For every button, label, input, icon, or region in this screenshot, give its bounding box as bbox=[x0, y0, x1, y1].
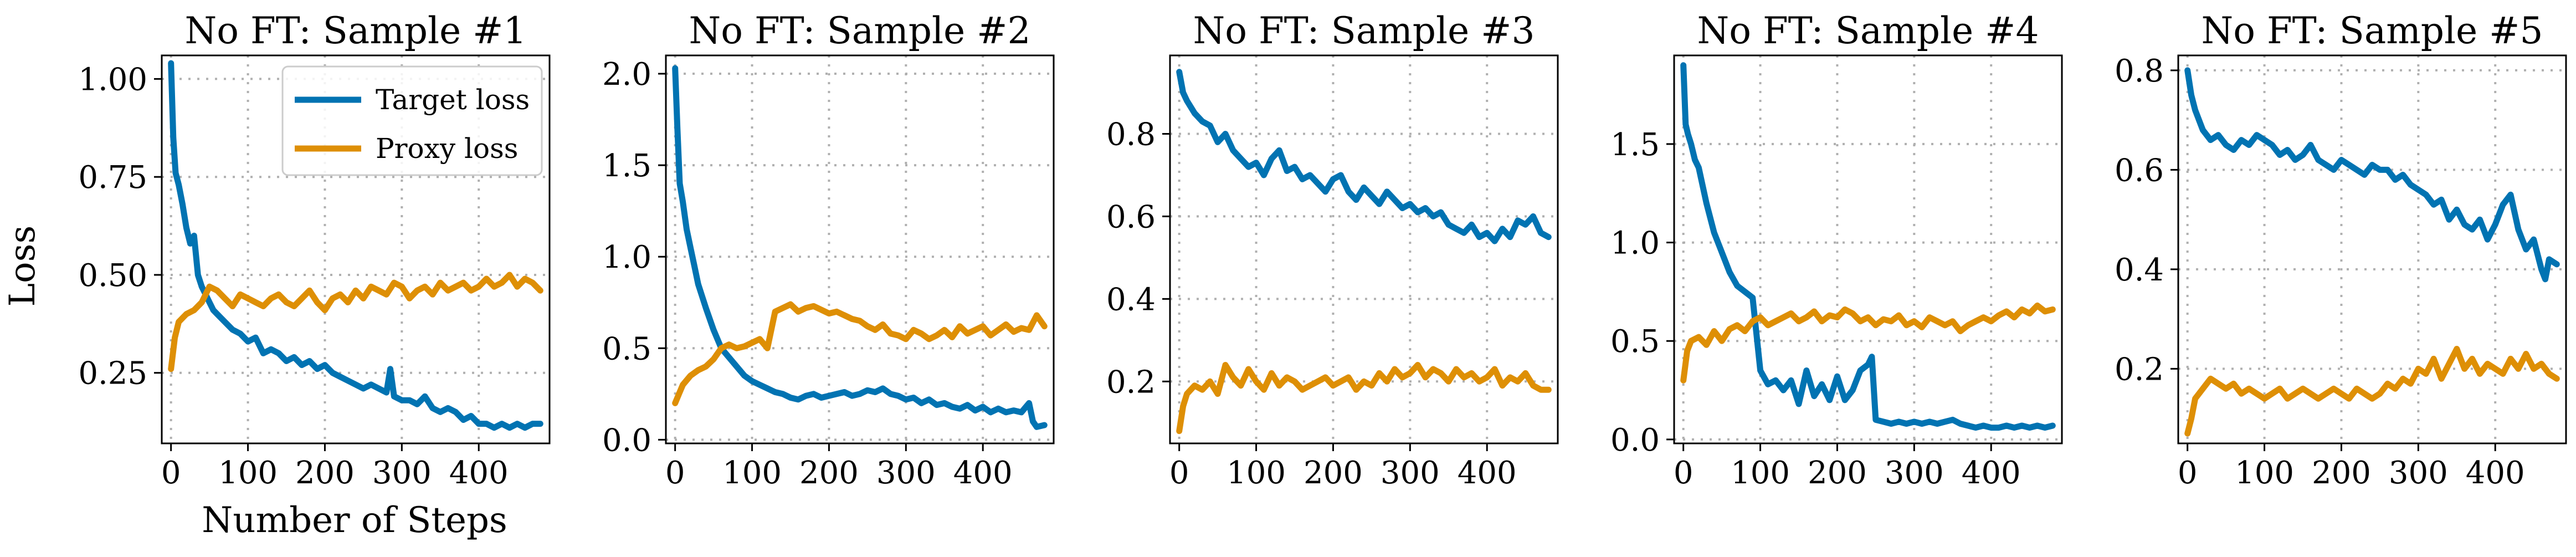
chart-panel-4: 0 100 200 300 400 0.0 0.5 1.0 1.5 No FT: Sample #… bbox=[1610, 9, 2063, 491]
y-tick-label: 0.6 bbox=[2115, 152, 2164, 188]
legend-entry: Proxy loss bbox=[376, 132, 518, 165]
series-line-target-loss bbox=[2184, 67, 2560, 283]
y-tick-label: 1.0 bbox=[1610, 226, 1660, 262]
y-tick-label: 0.75 bbox=[78, 160, 147, 196]
x-tick-label: 200 bbox=[799, 455, 859, 491]
y-tick-label: 1.5 bbox=[602, 148, 651, 184]
y-tick-label: 0.25 bbox=[78, 356, 147, 392]
x-tick-label: 100 bbox=[1227, 455, 1286, 491]
y-tick-label: 0.2 bbox=[1106, 364, 1156, 400]
y-tick-label: 0.5 bbox=[602, 331, 651, 367]
series-line-target-loss bbox=[168, 60, 543, 431]
y-tick-label: 0.2 bbox=[2115, 351, 2164, 387]
x-tick-label: 400 bbox=[1458, 455, 1517, 491]
y-tick-label: 0.8 bbox=[1106, 116, 1156, 152]
x-tick-label: 0 bbox=[161, 455, 181, 491]
x-tick-label: 0 bbox=[665, 455, 685, 491]
chart-panel-5: 0 100 200 300 400 0.2 0.4 0.6 0.8 No FT: Sample #… bbox=[2115, 9, 2567, 491]
y-tick-label: 0.6 bbox=[1106, 199, 1156, 235]
x-tick-label: 300 bbox=[2389, 455, 2448, 491]
x-tick-label: 400 bbox=[2466, 455, 2525, 491]
x-tick-label: 100 bbox=[1731, 455, 1790, 491]
series-line-proxy-loss bbox=[672, 301, 1048, 406]
x-tick-label: 200 bbox=[2312, 455, 2371, 491]
x-tick-label: 100 bbox=[2235, 455, 2294, 491]
plot-frame bbox=[2177, 54, 2567, 444]
series-line-target-loss bbox=[1176, 69, 1552, 244]
y-tick-label: 0.4 bbox=[2115, 252, 2164, 288]
chart-panel-3: 0 100 200 300 400 0.2 0.4 0.6 0.8 No FT: Sample #… bbox=[1106, 9, 1559, 491]
plot-frame bbox=[1169, 54, 1559, 444]
y-tick-label: 1.00 bbox=[78, 62, 147, 98]
x-tick-label: 300 bbox=[372, 455, 432, 491]
x-tick-label: 400 bbox=[449, 455, 509, 491]
y-tick-label: 1.5 bbox=[1610, 127, 1660, 163]
x-axis-label: Number of Steps bbox=[202, 500, 507, 541]
y-tick-label: 0.50 bbox=[78, 258, 147, 294]
series-line-proxy-loss bbox=[2184, 346, 2560, 437]
x-tick-label: 0 bbox=[1169, 455, 1189, 491]
x-tick-label: 400 bbox=[953, 455, 1013, 491]
y-axis-label: Loss bbox=[2, 226, 43, 307]
chart-title: No FT: Sample #2 bbox=[689, 9, 1031, 52]
series-line-proxy-loss bbox=[1176, 362, 1552, 435]
x-tick-label: 0 bbox=[1674, 455, 1694, 491]
x-tick-label: 100 bbox=[722, 455, 782, 491]
plot-frame bbox=[1673, 54, 2063, 444]
series-line-proxy-loss bbox=[1680, 302, 2056, 384]
x-tick-label: 0 bbox=[2178, 455, 2198, 491]
chart-title: No FT: Sample #3 bbox=[1193, 9, 1535, 52]
y-tick-label: 0.5 bbox=[1610, 324, 1660, 360]
series-line-target-loss bbox=[672, 65, 1048, 430]
series-line-target-loss bbox=[1680, 62, 2056, 431]
x-tick-label: 100 bbox=[218, 455, 278, 491]
x-tick-label: 200 bbox=[1808, 455, 1867, 491]
x-tick-label: 300 bbox=[1381, 455, 1440, 491]
y-tick-label: 1.0 bbox=[602, 239, 651, 275]
x-tick-label: 300 bbox=[876, 455, 936, 491]
chart-title: No FT: Sample #5 bbox=[2202, 9, 2543, 52]
x-tick-label: 400 bbox=[1962, 455, 2021, 491]
chart-panel-2: 0 100 200 300 400 0.0 0.5 1.0 1.5 2.0 No FT: Sampl… bbox=[602, 9, 1055, 491]
chart-title: No FT: Sample #4 bbox=[1697, 9, 2039, 52]
y-tick-label: 0.0 bbox=[602, 422, 651, 458]
y-tick-label: 0.0 bbox=[1610, 422, 1660, 458]
x-tick-label: 200 bbox=[295, 455, 355, 491]
y-tick-label: 0.8 bbox=[2115, 53, 2164, 89]
x-tick-label: 200 bbox=[1304, 455, 1363, 491]
y-tick-label: 0.4 bbox=[1106, 282, 1156, 318]
plot-frame bbox=[161, 54, 551, 444]
series-line-proxy-loss bbox=[168, 272, 543, 372]
y-tick-label: 2.0 bbox=[602, 57, 651, 93]
x-tick-label: 300 bbox=[1885, 455, 1944, 491]
chart-panel-1: 0 100 200 300 400 0.25 0.50 0.75 1.00 No FT: Samp… bbox=[78, 9, 551, 491]
legend-entry: Target loss bbox=[376, 84, 530, 116]
chart-title: No FT: Sample #1 bbox=[185, 9, 527, 52]
legend: Target loss Proxy loss bbox=[281, 65, 543, 176]
plot-frame bbox=[665, 54, 1055, 444]
